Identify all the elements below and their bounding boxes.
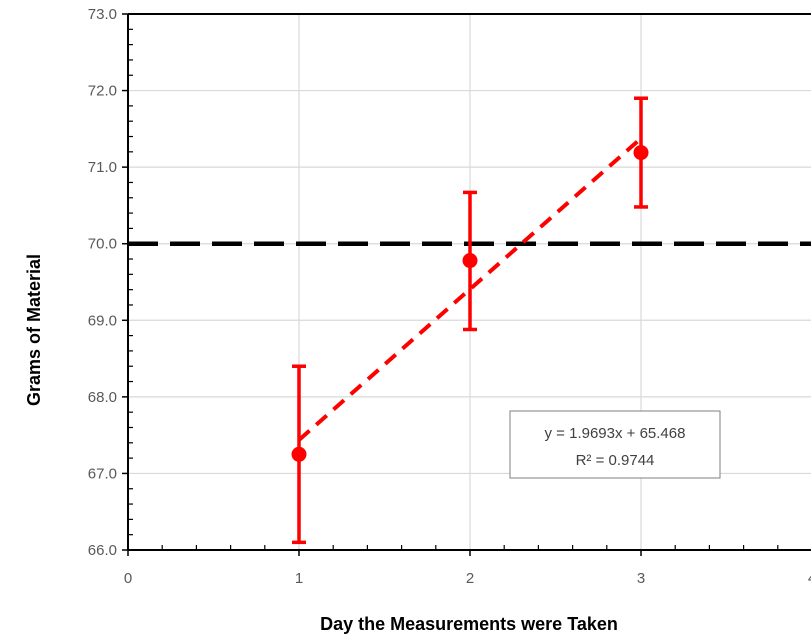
y-tick-label: 71.0 <box>88 159 117 176</box>
y-tick-label: 69.0 <box>88 312 117 329</box>
axes <box>122 13 811 556</box>
y-tick-label: 70.0 <box>88 236 117 253</box>
y-tick-label: 68.0 <box>88 389 117 406</box>
x-tick-label: 0 <box>124 570 132 587</box>
x-tick-label: 3 <box>637 570 645 587</box>
tick-labels: 66.0 67.0 68.0 69.0 70.0 71.0 72.0 73.0 0 1 2 3 4 <box>88 6 811 587</box>
trendline-equation-frame <box>509 410 721 479</box>
trendline-equation: y = 1.9693x + 65.468 <box>545 425 686 442</box>
y-tick-label: 66.0 <box>88 542 117 559</box>
x-tick-label: 2 <box>466 570 474 587</box>
trendline-layer <box>297 136 643 442</box>
y-tick-label: 73.0 <box>88 6 117 23</box>
y-tick-label: 67.0 <box>88 465 117 482</box>
x-axis-title: Day the Measurements were Taken <box>320 614 618 634</box>
trendline-r-squared: R² = 0.9744 <box>576 452 655 469</box>
data-point <box>291 446 307 462</box>
y-tick-label: 72.0 <box>88 83 117 100</box>
trendline <box>297 136 643 442</box>
x-tick-label: 4 <box>808 570 811 587</box>
data-point <box>462 253 478 269</box>
trendline-equation-box: y = 1.9693x + 65.468 R² = 0.9744 <box>509 410 721 479</box>
data-point <box>633 145 649 161</box>
y-axis-title: Grams of Material <box>24 254 44 406</box>
x-tick-label: 1 <box>295 570 303 587</box>
data-points <box>291 96 649 545</box>
